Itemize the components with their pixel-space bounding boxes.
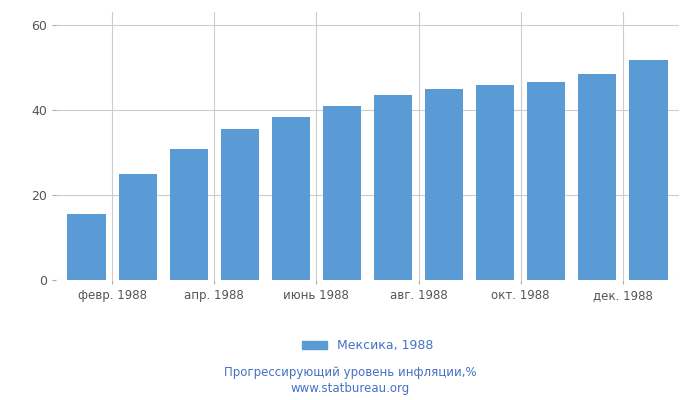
Bar	[578, 74, 617, 280]
Bar	[169, 150, 208, 280]
Bar	[220, 129, 259, 280]
Bar	[527, 82, 566, 280]
Bar	[476, 85, 514, 280]
Legend: Мексика, 1988: Мексика, 1988	[297, 334, 438, 358]
Bar	[272, 117, 310, 280]
Bar	[374, 95, 412, 280]
Bar	[629, 60, 668, 280]
Bar	[323, 106, 361, 280]
Text: Прогрессирующий уровень инфляции,%: Прогрессирующий уровень инфляции,%	[224, 366, 476, 379]
Bar	[67, 214, 106, 280]
Bar	[118, 174, 157, 280]
Text: www.statbureau.org: www.statbureau.org	[290, 382, 410, 395]
Bar	[425, 88, 463, 280]
